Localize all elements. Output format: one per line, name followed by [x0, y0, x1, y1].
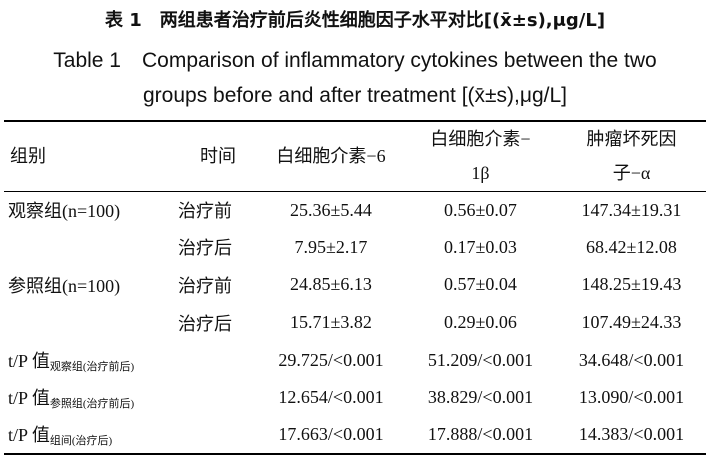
table-row: t/P 值参照组(治疗前后) 12.654/<0.001 38.829/<0.001…	[4, 379, 706, 417]
stat-label: t/P 值	[8, 425, 50, 446]
value-cell: 17.888/<0.001	[427, 424, 534, 445]
value-cell: 0.57±0.04	[444, 274, 517, 295]
data-table: 组别 时间 白细胞介素−6 白细胞介素− 1β 肿瘤坏死因子−α 观察组(n=100) 治疗…	[4, 120, 706, 456]
row-label: t/P 值观察组(治疗前后)	[4, 341, 258, 379]
header-cell: 时间	[178, 121, 258, 192]
stat-label: t/P 值	[8, 350, 50, 371]
value-cell: 24.85±6.13	[290, 274, 372, 295]
table-row: t/P 值观察组(治疗前后) 29.725/<0.001 51.209/<0.001…	[4, 341, 706, 379]
header-cell: 肿瘤坏死因子−α	[557, 121, 706, 192]
value-cell: 29.725/<0.001	[278, 349, 384, 370]
row-label: t/P 值组间(治疗后)	[4, 417, 258, 455]
time-cell: 治疗前	[178, 275, 232, 296]
table-body: 观察组(n=100) 治疗前 25.36±5.44 0.56±0.07 147.34±1…	[4, 191, 706, 454]
group-cell	[4, 304, 178, 342]
value-cell: 147.34±19.31	[581, 199, 682, 220]
value-cell: 0.17±0.03	[444, 236, 517, 257]
stat-sub: 参照组(治疗前后)	[49, 398, 135, 411]
header-text: 1β	[471, 163, 490, 184]
header-cell: 组别	[4, 121, 178, 192]
header-text: 白细胞介素−6	[276, 146, 386, 167]
row-label: t/P 值参照组(治疗前后)	[4, 379, 258, 417]
value-cell: 34.648/<0.001	[578, 349, 685, 370]
time-cell: 治疗后	[178, 313, 232, 334]
value-cell: 51.209/<0.001	[427, 349, 534, 370]
header-text: 子−α	[612, 163, 651, 184]
value-cell: 107.49±24.33	[581, 312, 682, 333]
value-cell: 7.95±2.17	[294, 236, 368, 257]
table-row: 治疗后 15.71±3.82 0.29±0.06 107.49±24.33	[4, 304, 706, 342]
header-cell: 白细胞介素− 1β	[404, 121, 557, 192]
header-text: 肿瘤坏死因	[586, 129, 677, 150]
title-cn: 表 1 两组患者治疗前后炎性细胞因子水平对比[(x̄±s),μg/L]	[104, 10, 606, 31]
table-row: 治疗后 7.95±2.17 0.17±0.03 68.42±12.08	[4, 229, 706, 267]
value-cell: 25.36±5.44	[290, 199, 372, 220]
header-row: 组别 时间 白细胞介素−6 白细胞介素− 1β 肿瘤坏死因子−α	[4, 121, 706, 192]
stat-sub: 观察组(治疗前后)	[49, 360, 135, 373]
stat-sub: 组间(治疗后)	[49, 435, 113, 448]
table-row: t/P 值组间(治疗后) 17.663/<0.001 17.888/<0.001 14…	[4, 417, 706, 455]
value-cell: 13.090/<0.001	[578, 387, 685, 408]
header-text: 白细胞介素−	[430, 129, 531, 150]
value-cell: 68.42±12.08	[586, 236, 677, 257]
header-text: 时间	[200, 146, 236, 167]
stat-label: t/P 值	[8, 388, 50, 409]
header-text: 组别	[10, 146, 46, 167]
value-cell: 0.56±0.07	[444, 199, 517, 220]
title-en: groups before and after treatment [(x̄±s…	[143, 84, 567, 107]
group-cell	[4, 229, 178, 267]
group-cell: 参照组(n=100)	[8, 275, 121, 296]
value-cell: 12.654/<0.001	[278, 387, 384, 408]
value-cell: 15.71±3.82	[290, 312, 372, 333]
value-cell: 17.663/<0.001	[278, 424, 384, 445]
value-cell: 38.829/<0.001	[427, 387, 534, 408]
time-cell: 治疗后	[178, 238, 232, 259]
group-cell: 观察组(n=100)	[8, 201, 121, 222]
table-row: 观察组(n=100) 治疗前 25.36±5.44 0.56±0.07 147.34±1…	[4, 191, 706, 229]
title-en: Table 1 Comparison of inflammatory cytok…	[53, 49, 657, 72]
value-cell: 0.29±0.06	[444, 312, 517, 333]
value-cell: 14.383/<0.001	[578, 424, 685, 445]
value-cell: 148.25±19.43	[581, 274, 682, 295]
time-cell: 治疗前	[178, 201, 232, 222]
table-row: 参照组(n=100) 治疗前 24.85±6.13 0.57±0.04 148.25±1…	[4, 266, 706, 304]
header-cell: 白细胞介素−6	[258, 121, 404, 192]
